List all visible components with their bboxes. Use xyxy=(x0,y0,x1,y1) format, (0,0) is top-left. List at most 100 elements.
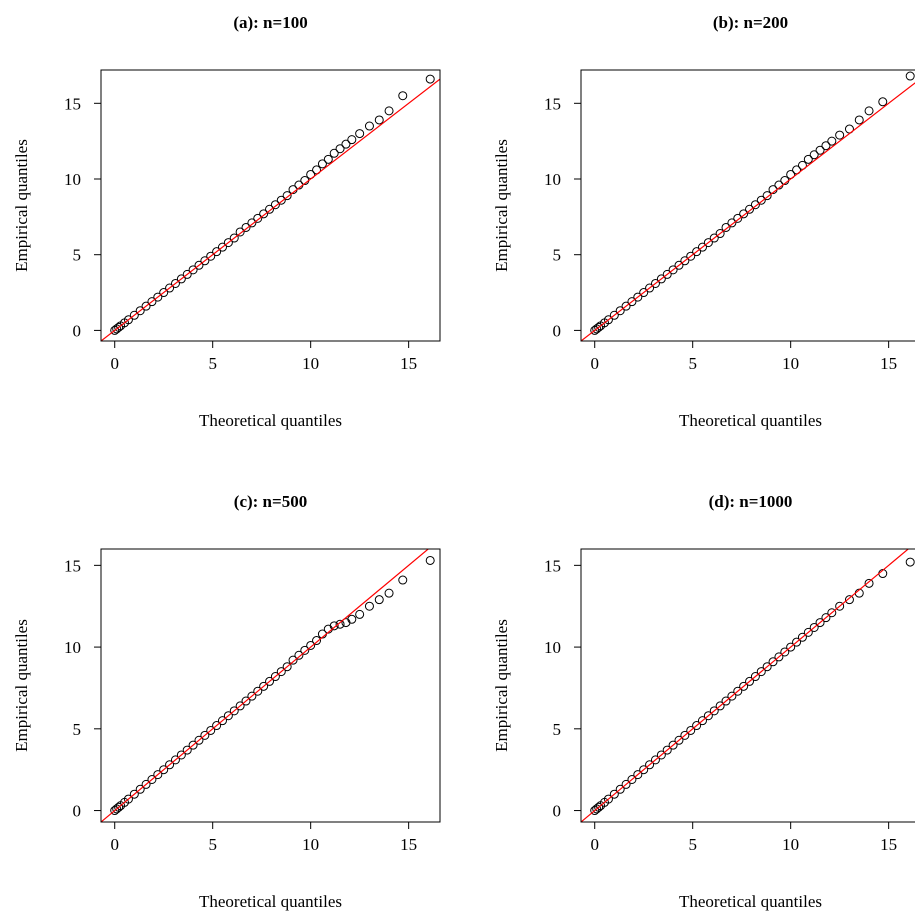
point xyxy=(374,115,384,125)
point xyxy=(229,706,239,716)
panel-title: (d): n=1000 xyxy=(709,492,793,511)
point xyxy=(609,310,619,320)
point xyxy=(686,251,696,261)
point xyxy=(294,650,304,660)
point xyxy=(615,784,625,794)
point xyxy=(114,322,124,332)
point xyxy=(270,672,280,682)
panel: (c): n=500 Theoretical quantiles Empirical… xyxy=(12,492,441,911)
y-tick-label: 5 xyxy=(73,720,82,739)
point xyxy=(668,265,678,275)
point xyxy=(727,691,737,701)
y-axis-label: Empirical quantiles xyxy=(12,619,31,752)
y-tick-label: 5 xyxy=(553,720,562,739)
point xyxy=(662,745,672,755)
point xyxy=(123,315,133,325)
point xyxy=(355,609,365,619)
point xyxy=(692,721,702,731)
x-tick-label: 0 xyxy=(110,835,119,854)
reference-line xyxy=(101,78,440,341)
point xyxy=(212,721,222,731)
point xyxy=(792,637,802,647)
panel: (b): n=200 Theoretical quantiles Empirical… xyxy=(492,13,915,430)
point xyxy=(123,794,133,804)
point xyxy=(270,200,280,210)
y-tick-label: 15 xyxy=(544,556,561,575)
point xyxy=(733,213,743,223)
point xyxy=(639,288,649,298)
point xyxy=(809,622,819,632)
point xyxy=(905,71,915,81)
y-tick-label: 0 xyxy=(553,802,562,821)
point xyxy=(355,129,365,139)
y-tick-label: 0 xyxy=(553,321,562,340)
point xyxy=(750,672,760,682)
panel-title: (a): n=100 xyxy=(233,13,307,32)
plot-frame xyxy=(100,69,441,342)
point xyxy=(692,247,702,257)
point xyxy=(686,725,696,735)
point xyxy=(241,222,251,232)
y-tick-label: 0 xyxy=(73,802,82,821)
point xyxy=(229,233,239,243)
point xyxy=(645,760,655,770)
point xyxy=(364,121,374,131)
point xyxy=(594,802,604,812)
point xyxy=(680,256,690,266)
panel: (d): n=1000 Theoretical quantiles Empirica… xyxy=(492,492,915,911)
x-axis-label: Theoretical quantiles xyxy=(199,411,342,430)
y-tick-label: 0 xyxy=(73,321,82,340)
point xyxy=(739,681,749,691)
plot-area xyxy=(581,71,915,341)
point xyxy=(323,154,333,164)
point xyxy=(715,229,725,239)
point xyxy=(165,283,175,293)
x-tick-label: 5 xyxy=(688,354,697,373)
point xyxy=(650,755,660,765)
point xyxy=(114,802,124,812)
x-tick-label: 0 xyxy=(590,835,599,854)
point xyxy=(697,716,707,726)
y-axis-label: Empirical quantiles xyxy=(492,139,511,272)
point xyxy=(129,310,139,320)
point xyxy=(247,691,257,701)
panel: (a): n=100 Theoretical quantiles Empirical… xyxy=(12,13,441,430)
point xyxy=(650,278,660,288)
point xyxy=(668,740,678,750)
point xyxy=(621,779,631,789)
point xyxy=(864,578,874,588)
point xyxy=(786,642,796,652)
point xyxy=(809,150,819,160)
y-tick-label: 15 xyxy=(544,94,561,113)
point xyxy=(780,647,790,657)
point xyxy=(854,115,864,125)
point xyxy=(347,135,357,145)
x-tick-label: 0 xyxy=(110,354,119,373)
point xyxy=(223,238,233,248)
point xyxy=(797,632,807,642)
point xyxy=(709,706,719,716)
point xyxy=(739,209,749,219)
x-tick-label: 15 xyxy=(400,835,417,854)
point xyxy=(662,269,672,279)
x-tick-label: 10 xyxy=(302,354,319,373)
point xyxy=(615,306,625,316)
point xyxy=(206,251,216,261)
point xyxy=(878,97,888,107)
point xyxy=(194,735,204,745)
point xyxy=(265,204,275,214)
plot-frame xyxy=(580,69,915,342)
point xyxy=(165,760,175,770)
point xyxy=(645,283,655,293)
point xyxy=(141,301,151,311)
point xyxy=(147,774,157,784)
point xyxy=(803,627,813,637)
x-tick-label: 15 xyxy=(400,354,417,373)
point xyxy=(864,106,874,116)
plot-area xyxy=(581,549,915,822)
point xyxy=(815,618,825,628)
x-tick-label: 15 xyxy=(880,835,897,854)
point xyxy=(159,765,169,775)
point xyxy=(425,74,435,84)
point xyxy=(253,686,263,696)
